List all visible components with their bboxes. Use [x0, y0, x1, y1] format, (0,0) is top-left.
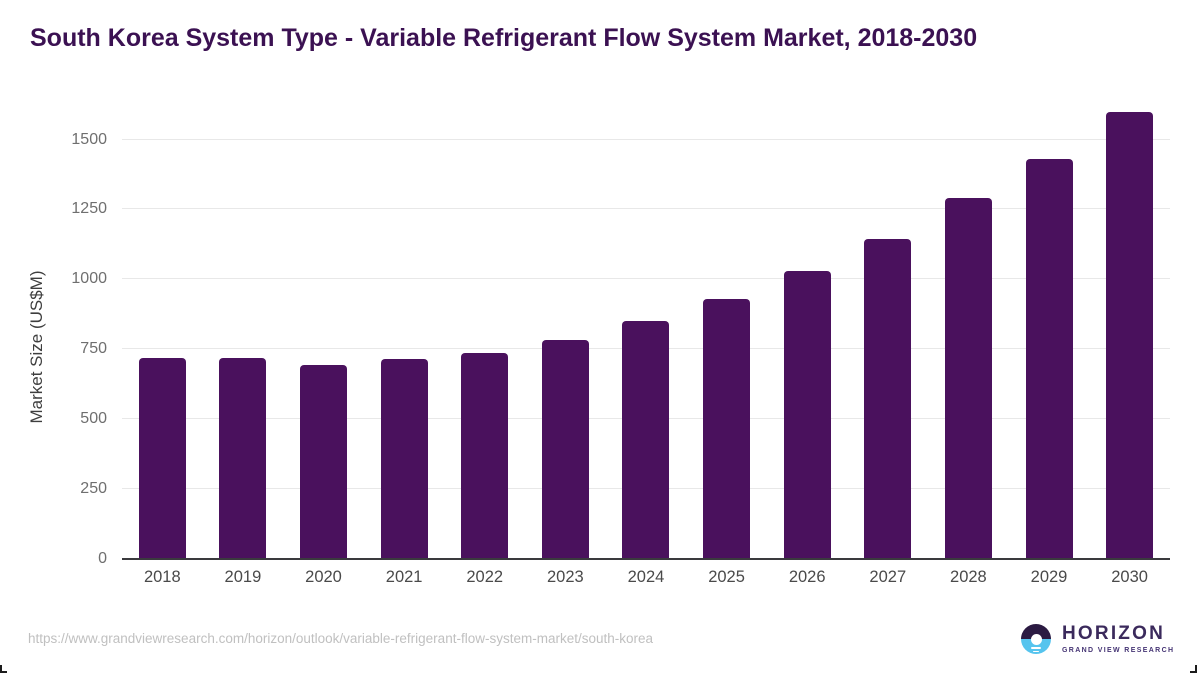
source-url: https://www.grandviewresearch.com/horizo… [28, 631, 653, 646]
chart-title: South Korea System Type - Variable Refri… [30, 24, 978, 52]
x-axis-line [122, 558, 1170, 560]
x-tick-label-2028: 2028 [950, 568, 987, 586]
bars-row [122, 106, 1170, 559]
crop-mark-bottom-left [0, 665, 7, 673]
bar-2021 [380, 359, 428, 559]
wave-icon [1031, 647, 1041, 649]
logo-subtitle: GRAND VIEW RESEARCH [1062, 646, 1175, 654]
y-tick-label-500: 500 [80, 410, 107, 428]
horizon-logo-icon [1021, 624, 1051, 654]
bar-slot-2019 [203, 106, 284, 559]
bar-2019 [219, 357, 267, 559]
bar-slot-2030 [1089, 106, 1170, 559]
x-tick-label-2019: 2019 [224, 568, 262, 586]
gridline-1250 [122, 208, 1170, 210]
x-tick-label-2029: 2029 [1030, 568, 1068, 586]
bar-2030 [1106, 111, 1154, 559]
bar-slot-2024 [606, 106, 687, 559]
horizon-logo: HORIZON GRAND VIEW RESEARCH [1021, 624, 1174, 654]
logo-text: HORIZON GRAND VIEW RESEARCH [1062, 624, 1174, 654]
plot-area [122, 106, 1170, 560]
bar-2029 [1025, 159, 1073, 559]
crop-mark-bottom-right [1190, 665, 1197, 673]
x-tick-label-2027: 2027 [869, 568, 907, 586]
bar-2028 [944, 198, 992, 559]
bar-2020 [300, 364, 348, 559]
logo-name: HORIZON [1062, 623, 1166, 645]
bar-2027 [864, 238, 912, 559]
bar-2024 [622, 321, 670, 559]
bar-slot-2029 [1009, 106, 1090, 559]
y-tick-label-250: 250 [80, 480, 107, 498]
x-tick-label-2021: 2021 [385, 568, 423, 586]
x-tick-label-2020: 2020 [305, 568, 342, 586]
x-tick-label-2024: 2024 [627, 568, 665, 586]
y-tick-label-1000: 1000 [71, 270, 107, 288]
bar-2023 [541, 339, 589, 559]
bar-slot-2018 [122, 106, 203, 559]
gridline-1500 [122, 138, 1170, 140]
bar-2022 [461, 353, 509, 559]
x-tick-label-2030: 2030 [1111, 568, 1148, 586]
bar-slot-2028 [928, 106, 1009, 559]
x-axis-tick-labels: 2018 2019 2020 2021 2022 2023 2024 2025 2026 2027… [122, 568, 1170, 587]
x-tick-label-2022: 2022 [466, 568, 504, 586]
y-tick-label-750: 750 [80, 340, 107, 358]
y-tick-label-1500: 1500 [71, 130, 107, 148]
y-axis-tick-labels: 0 250 500 750 1000 1250 1500 [0, 106, 107, 567]
x-tick-label-2023: 2023 [546, 568, 584, 586]
bar-2018 [138, 357, 186, 559]
bar-slot-2020 [283, 106, 364, 559]
bar-2025 [703, 298, 751, 559]
bar-slot-2025 [686, 106, 767, 559]
sun-icon [1030, 633, 1042, 645]
bar-slot-2021 [364, 106, 445, 559]
bar-slot-2023 [525, 106, 606, 559]
bar-slot-2027 [847, 106, 928, 559]
gridline-1000 [122, 278, 1170, 280]
x-tick-label-2018: 2018 [143, 568, 181, 586]
bar-slot-2022 [444, 106, 525, 559]
wave-icon [1033, 650, 1039, 652]
x-tick-label-2026: 2026 [788, 568, 826, 586]
bar-slot-2026 [767, 106, 848, 559]
bar-2026 [783, 270, 831, 559]
y-tick-label-0: 0 [98, 550, 107, 567]
x-tick-label-2025: 2025 [708, 568, 745, 586]
y-tick-label-1250: 1250 [71, 200, 107, 218]
